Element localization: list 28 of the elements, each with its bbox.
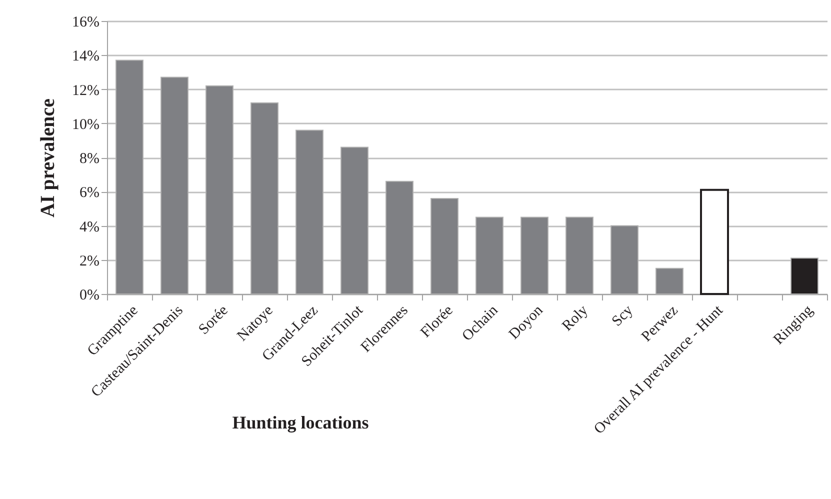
bar [160, 76, 188, 294]
y-tick-label: 4% [80, 219, 100, 236]
bar [430, 198, 458, 294]
y-tick-label: 6% [80, 185, 100, 202]
bar [566, 216, 594, 294]
y-tick-label: 2% [80, 253, 100, 270]
bar [790, 258, 818, 294]
bar [116, 60, 144, 294]
y-tick-label: 0% [80, 288, 100, 304]
bar [206, 85, 234, 294]
bar [476, 216, 504, 294]
bar [700, 188, 729, 295]
bar [610, 225, 638, 294]
bar [386, 180, 414, 294]
y-axis-title: AI prevalence [37, 98, 60, 218]
y-tick-label: 16% [72, 14, 100, 30]
bar [250, 102, 278, 294]
bar [340, 146, 368, 294]
y-tick-label: 12% [72, 82, 100, 99]
y-tick-label: 10% [72, 116, 100, 133]
y-tick-label: 8% [80, 151, 100, 167]
bar [520, 216, 548, 294]
bar [296, 130, 324, 294]
x-axis-title: Hunting locations [232, 412, 369, 432]
y-tick-label: 14% [72, 48, 100, 65]
x-tick-label: Roly [559, 302, 592, 334]
bar [656, 268, 684, 294]
x-tick-label: Scy [609, 302, 637, 330]
